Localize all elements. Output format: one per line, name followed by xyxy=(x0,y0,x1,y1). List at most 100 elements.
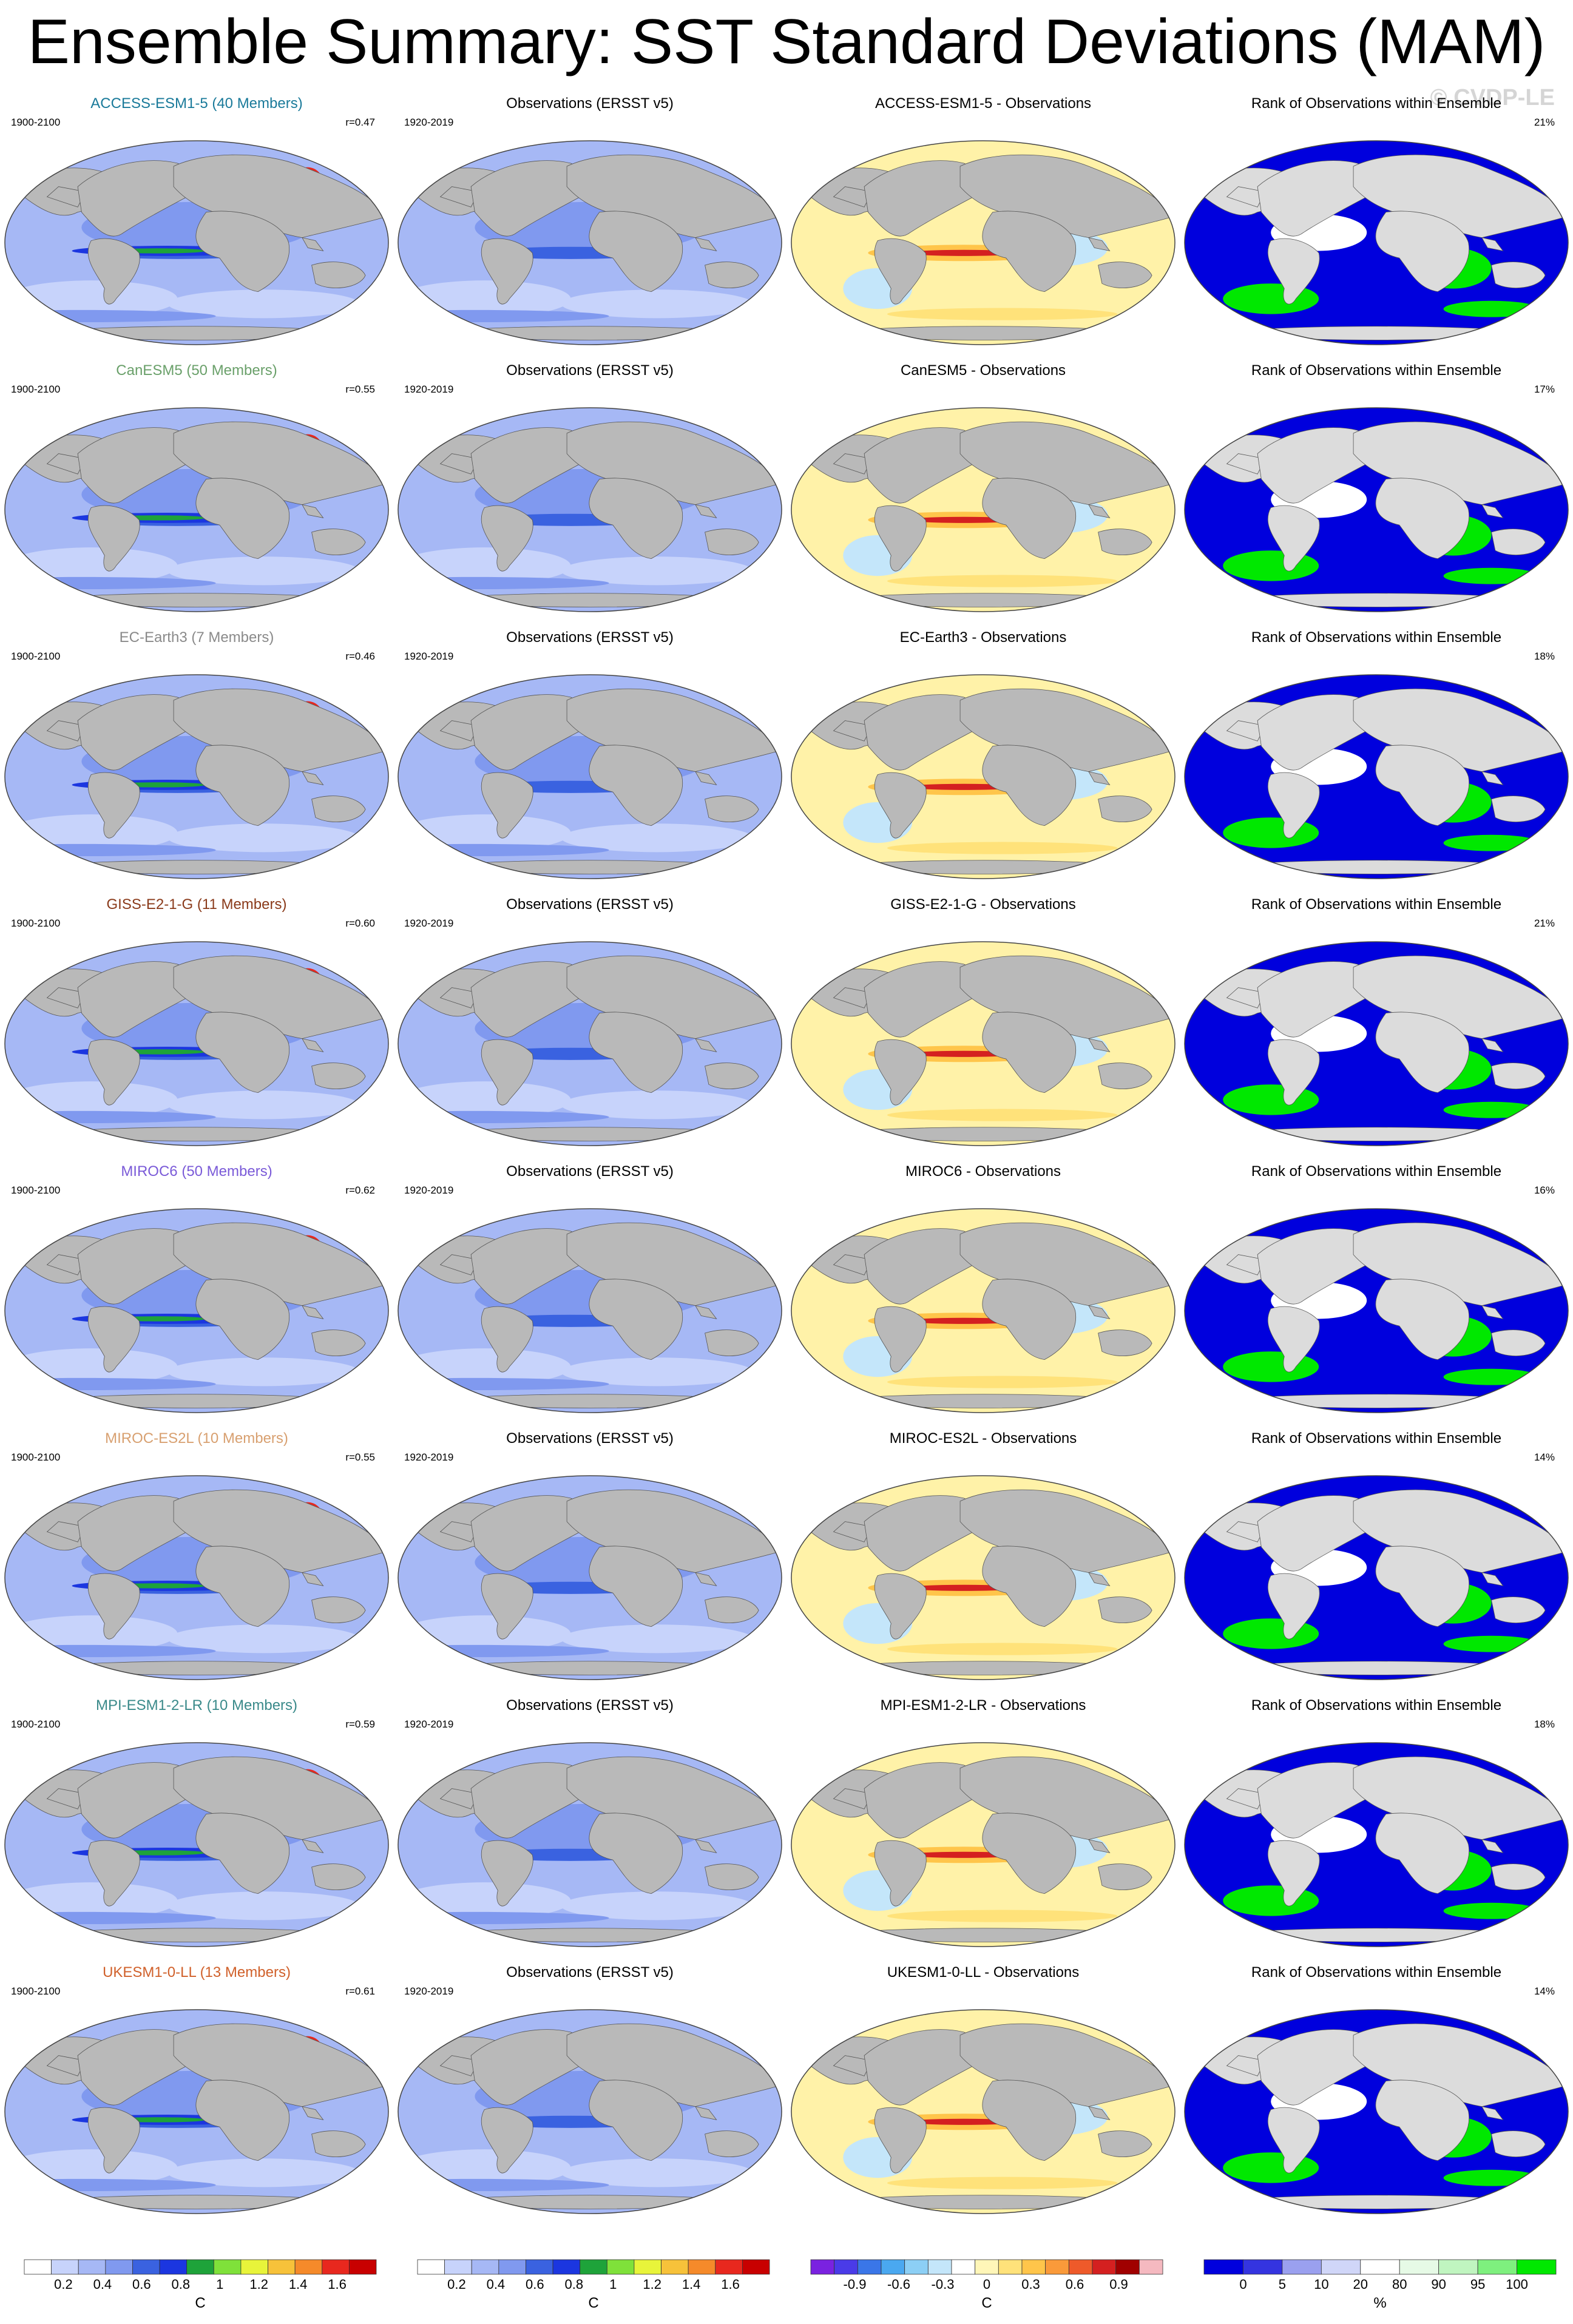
colorbar-swatch xyxy=(1477,2259,1517,2275)
obs-map xyxy=(397,407,782,612)
diff-title: CanESM5 - Observations xyxy=(900,362,1066,379)
colorbar-tick-label: 0.6 xyxy=(1065,2277,1084,2292)
rank-percent: 16% xyxy=(1534,1184,1555,1196)
model-title: CanESM5 (50 Members) xyxy=(116,362,277,379)
colorbar-tick-label: 1.2 xyxy=(643,2277,661,2292)
colorbar-tick-label: 1.4 xyxy=(682,2277,701,2292)
obs-title: Observations (ERSST v5) xyxy=(506,1964,674,1981)
model-map xyxy=(4,941,389,1146)
diff-title: UKESM1-0-LL - Observations xyxy=(887,1964,1080,1981)
colorbar-tick-label: 0.6 xyxy=(132,2277,151,2292)
diff-map xyxy=(791,140,1176,345)
pattern-correlation: r=0.55 xyxy=(345,383,375,395)
obs-map xyxy=(397,674,782,879)
colorbar-tick-label: 1 xyxy=(609,2277,617,2292)
model-period: 1900-2100 xyxy=(11,1184,61,1196)
model-period: 1900-2100 xyxy=(11,117,61,128)
colorbar-tick-label: 0.2 xyxy=(54,2277,73,2292)
rank-title: Rank of Observations within Ensemble xyxy=(1251,362,1502,379)
rank-percent: 14% xyxy=(1534,1985,1555,1997)
obs-map xyxy=(397,140,782,345)
colorbar-swatch xyxy=(580,2259,607,2275)
panel-rank-row8: Rank of Observations within Ensemble 14% xyxy=(1180,1960,1573,2227)
panel-rank-row2: Rank of Observations within Ensemble 17% xyxy=(1180,358,1573,625)
diff-title: MIROC-ES2L - Observations xyxy=(889,1430,1077,1447)
colorbar-swatch xyxy=(1068,2259,1093,2275)
diff-title: ACCESS-ESM1-5 - Observations xyxy=(874,95,1092,112)
panel-diff-row2: CanESM5 - Observations xyxy=(786,358,1180,625)
pattern-correlation: r=0.61 xyxy=(345,1985,375,1997)
model-period: 1900-2100 xyxy=(11,1718,61,1730)
panel-rank-row3: Rank of Observations within Ensemble 18% xyxy=(1180,625,1573,892)
panel-rank-row4: Rank of Observations within Ensemble 21% xyxy=(1180,892,1573,1159)
colorbar-swatch xyxy=(132,2259,160,2275)
colorbar-tick-label: 100 xyxy=(1506,2277,1528,2292)
colorbar-swatch xyxy=(159,2259,188,2275)
rank-map xyxy=(1184,140,1569,345)
model-map xyxy=(4,140,389,345)
colorbar-tick-label: 0.4 xyxy=(486,2277,506,2292)
model-map xyxy=(4,1475,389,1680)
colorbar-swatch xyxy=(24,2259,52,2275)
colorbar-swatch xyxy=(742,2259,770,2275)
colorbar-tick-label: 0.4 xyxy=(93,2277,112,2292)
obs-title: Observations (ERSST v5) xyxy=(506,896,674,913)
obs-period: 1920-2019 xyxy=(404,1985,454,1997)
colorbar-swatch xyxy=(688,2259,716,2275)
colorbar-swatch xyxy=(834,2259,858,2275)
colorbar-swatch xyxy=(498,2259,526,2275)
panel-rank-row6: Rank of Observations within Ensemble 14% xyxy=(1180,1426,1573,1693)
model-map xyxy=(4,674,389,879)
colorbar-tick-label: 0.6 xyxy=(526,2277,544,2292)
colorbar-tick-label: -0.6 xyxy=(887,2277,910,2292)
colorbar-swatch xyxy=(881,2259,905,2275)
colorbar-tick-label: -0.3 xyxy=(931,2277,955,2292)
colorbar-4: 0 5 10 20 80 90 95 100% xyxy=(1180,2256,1573,2317)
colorbar-swatch xyxy=(268,2259,296,2275)
panel-diff-row8: UKESM1-0-LL - Observations xyxy=(786,1960,1180,2227)
colorbar-tick-label: 10 xyxy=(1314,2277,1329,2292)
diff-map xyxy=(791,1208,1176,1413)
model-period: 1900-2100 xyxy=(11,1451,61,1463)
panel-obs-row1: Observations (ERSST v5) 1920-2019 xyxy=(393,91,786,358)
obs-period: 1920-2019 xyxy=(404,917,454,929)
colorbar-tick-label: 1.4 xyxy=(288,2277,308,2292)
colorbar-swatch xyxy=(975,2259,999,2275)
obs-map xyxy=(397,2009,782,2214)
rank-percent: 14% xyxy=(1534,1451,1555,1463)
colorbar-swatch xyxy=(1321,2259,1361,2275)
obs-title: Observations (ERSST v5) xyxy=(506,95,674,112)
rank-title: Rank of Observations within Ensemble xyxy=(1251,1697,1502,1714)
obs-period: 1920-2019 xyxy=(404,117,454,128)
colorbar-tick-label: 5 xyxy=(1278,2277,1286,2292)
colorbar-swatch xyxy=(240,2259,268,2275)
colorbar-swatch xyxy=(1399,2259,1439,2275)
panel-model-row5: MIROC6 (50 Members) 1900-2100 r=0.62 xyxy=(0,1159,393,1426)
obs-map xyxy=(397,1475,782,1680)
pattern-correlation: r=0.60 xyxy=(345,917,375,929)
colorbar-swatch xyxy=(294,2259,323,2275)
colorbar-unit: % xyxy=(1373,2295,1387,2311)
panel-diff-row4: GISS-E2-1-G - Observations xyxy=(786,892,1180,1159)
panel-model-row6: MIROC-ES2L (10 Members) 1900-2100 r=0.55 xyxy=(0,1426,393,1693)
colorbar-unit: C xyxy=(981,2295,992,2311)
obs-period: 1920-2019 xyxy=(404,1718,454,1730)
model-map xyxy=(4,1208,389,1413)
page-title: Ensemble Summary: SST Standard Deviation… xyxy=(27,7,1546,77)
colorbar-tick-label: 1.6 xyxy=(721,2277,740,2292)
rank-map xyxy=(1184,407,1569,612)
rank-title: Rank of Observations within Ensemble xyxy=(1251,1430,1502,1447)
obs-map xyxy=(397,941,782,1146)
model-title: MIROC-ES2L (10 Members) xyxy=(105,1430,288,1447)
diff-map xyxy=(791,1742,1176,1947)
colorbar-tick-label: 0 xyxy=(983,2277,991,2292)
colorbar-swatch xyxy=(105,2259,133,2275)
colorbar-tick-label: 0.3 xyxy=(1021,2277,1040,2292)
colorbar-swatch xyxy=(810,2259,835,2275)
diff-title: GISS-E2-1-G - Observations xyxy=(890,896,1076,913)
pattern-correlation: r=0.47 xyxy=(345,117,375,128)
panel-obs-row7: Observations (ERSST v5) 1920-2019 xyxy=(393,1693,786,1960)
colorbar-tick-label: 0.2 xyxy=(447,2277,466,2292)
diff-map xyxy=(791,941,1176,1146)
panel-rank-row5: Rank of Observations within Ensemble 16% xyxy=(1180,1159,1573,1426)
